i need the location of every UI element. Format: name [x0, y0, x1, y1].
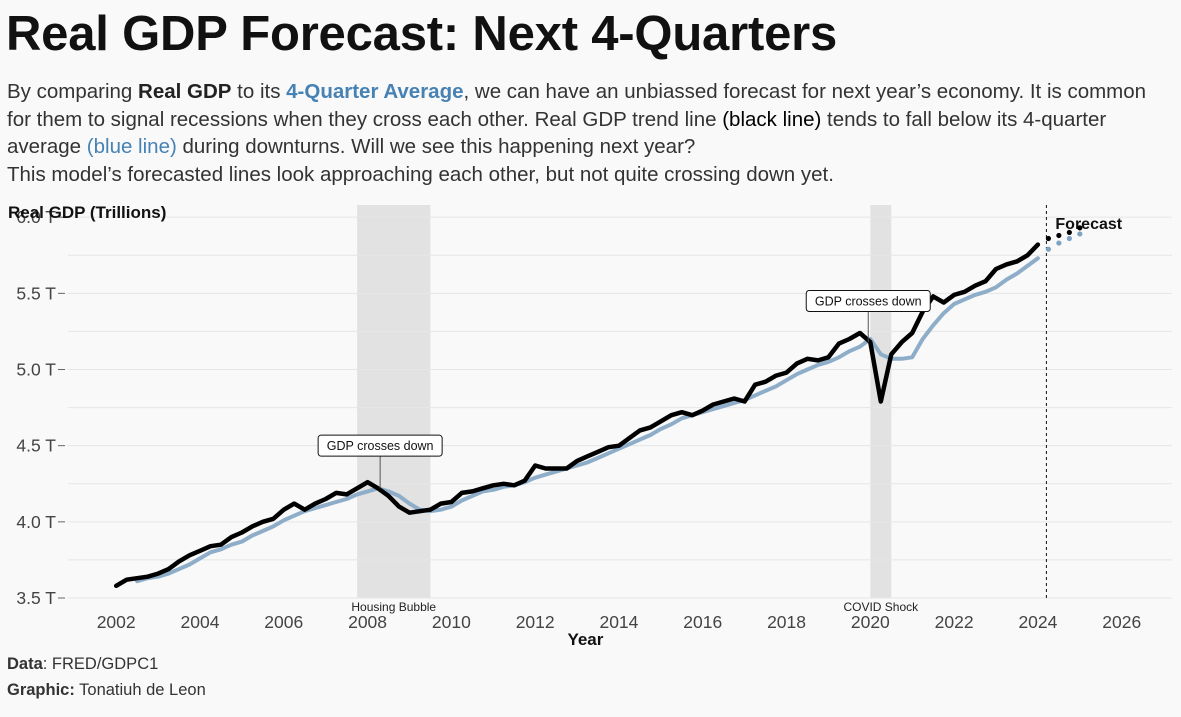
footer-data-label: Data: [7, 655, 43, 673]
y-axis-title: Real GDP (Trillions): [8, 203, 166, 222]
x-axis-title: Year: [567, 630, 603, 649]
avg-forecast-point: [1045, 246, 1052, 252]
subtitle-real-gdp: Real GDP: [138, 80, 232, 103]
chart-title: Real GDP Forecast: Next 4-Quarters: [6, 7, 838, 61]
gdp-line: [113, 242, 1041, 589]
y-tick-label: 3.5 T: [16, 588, 56, 608]
y-tick-label: 6.0 T: [16, 207, 56, 227]
annotation-box: [805, 289, 931, 312]
x-tick-label: 2024: [1018, 612, 1057, 632]
y-tick-label: 4.0 T: [16, 512, 56, 532]
recession-label: COVID Shock: [843, 600, 919, 614]
x-tick-label: 2018: [767, 612, 806, 632]
subtitle-avg: 4-Quarter Average: [286, 80, 464, 103]
recession-shade: [357, 205, 431, 598]
subtitle-text: This model’s forecasted lines look appro…: [7, 162, 834, 186]
x-tick-label: 2006: [264, 612, 303, 632]
x-tick-label: 2020: [851, 612, 890, 632]
subtitle-black-line: (black line): [722, 107, 822, 131]
gdp-forecast-point: [1066, 229, 1072, 236]
x-tick-label: 2016: [683, 612, 722, 632]
footer-data: Data: FRED/GDPC1: [7, 655, 158, 674]
x-tick-label: 2022: [935, 612, 974, 632]
annotation-label: GDP crosses down: [815, 294, 922, 308]
footer-graphic-label: Graphic:: [7, 681, 75, 699]
x-tick-label: 2012: [516, 612, 555, 632]
annotation-box: [317, 434, 443, 457]
avg-forecast-point: [1066, 235, 1072, 242]
subtitle-text: tends to fall below its 4-quarter averag…: [7, 107, 1107, 159]
footer-graphic-value: Tonatiuh de Leon: [74, 681, 206, 699]
footer-graphic: Graphic: Tonatiuh de Leon: [7, 681, 206, 700]
x-tick-label: 2010: [432, 612, 471, 632]
subtitle-text: By comparing: [7, 80, 139, 103]
avg-forecast-point: [1077, 231, 1083, 237]
gdp-forecast-point: [1056, 232, 1062, 239]
forecast-label: Forecast: [1055, 216, 1122, 233]
x-tick-label: 2004: [181, 612, 220, 632]
y-tick-label: 4.5 T: [16, 436, 56, 456]
gdp-forecast-point: [1077, 225, 1083, 231]
y-tick-label: 5.0 T: [16, 360, 56, 380]
x-tick-label: 2002: [97, 612, 136, 632]
subtitle-text: , we can have an unbiassed forecast for …: [7, 80, 1147, 131]
recession-label: Housing Bubble: [351, 600, 436, 614]
subtitle-blue-line: (blue line): [86, 135, 177, 158]
x-tick-label: 2026: [1102, 612, 1141, 632]
x-tick-label: 2008: [348, 612, 387, 632]
chart-subtitle: By comparing Real GDP to its 4-Quarter A…: [7, 78, 1175, 188]
subtitle-text: to its: [231, 80, 287, 103]
y-tick-label: 5.5 T: [16, 283, 56, 303]
annotation-label: GDP crosses down: [327, 439, 434, 453]
avg-forecast-point: [1056, 240, 1062, 246]
subtitle-text: during downturns. Will we see this happe…: [176, 135, 696, 158]
gdp-forecast-point: [1045, 235, 1052, 242]
x-tick-label: 2014: [599, 612, 638, 632]
avg-line: [135, 256, 1040, 584]
footer-data-value: : FRED/GDPC1: [42, 655, 159, 673]
